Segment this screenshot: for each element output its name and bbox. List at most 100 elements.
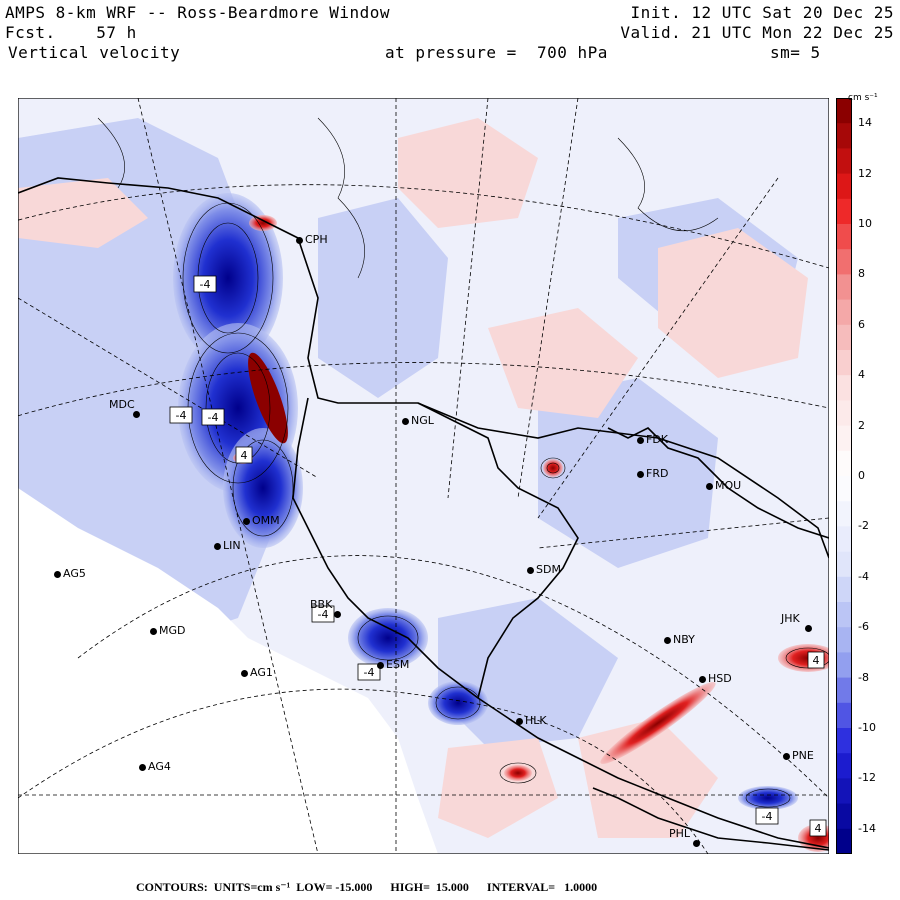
colorbar-bin [836, 576, 852, 603]
svg-text:4: 4 [241, 449, 248, 462]
colorbar-bin [836, 476, 852, 502]
svg-text:4: 4 [815, 822, 822, 835]
colorbar-bin [836, 123, 852, 149]
colorbar-bin [836, 350, 852, 376]
colorbar-bin [836, 602, 852, 628]
colorbar-bin [836, 400, 852, 427]
contour-label: 4 [807, 651, 825, 669]
contour-info: CONTOURS: UNITS=cm s⁻¹ LOW= -15.000 HIGH… [136, 880, 598, 894]
colorbar-bin [836, 627, 852, 653]
colorbar-bin [836, 526, 852, 553]
station-dot [402, 418, 409, 425]
station-dot [527, 567, 534, 574]
colorbar-tick-label: 4 [858, 368, 865, 382]
colorbar-bin [836, 652, 852, 679]
station-label-phl: PHL [669, 827, 691, 840]
station-dot [637, 437, 644, 444]
svg-text:-4: -4 [762, 810, 773, 823]
colorbar-bin [836, 753, 852, 779]
colorbar-tick-label: 10 [858, 217, 872, 230]
colorbar-bin [836, 501, 852, 527]
station-label-nby: NBY [673, 633, 695, 646]
station-label-mou: MOU [715, 479, 742, 492]
colorbar-bin [836, 828, 852, 854]
contour-label: -4 [357, 663, 381, 681]
field-name: Vertical velocity [8, 43, 181, 62]
station-dot [699, 676, 706, 683]
station-label-bbk: BBK [310, 598, 333, 611]
colorbar-bin [836, 702, 852, 729]
colorbar-bin [836, 224, 852, 250]
station-label-ag5: AG5 [63, 567, 86, 580]
station-label-ngl: NGL [411, 414, 434, 427]
station-dot [334, 611, 341, 618]
colorbar-bin [836, 249, 852, 275]
colorbar-tick-label: -12 [858, 771, 876, 785]
colorbar-bin [836, 299, 852, 326]
station-dot [783, 753, 790, 760]
colorbar-tick-label: 0 [858, 469, 865, 482]
colorbar-bin [836, 728, 852, 754]
station-label-cph: CPH [305, 233, 328, 246]
svg-text:-4: -4 [364, 666, 375, 679]
svg-text:-4: -4 [208, 411, 219, 424]
smoothing: sm= 5 [770, 43, 821, 62]
contour-label: 4 [235, 446, 253, 464]
station-label-ag4: AG4 [148, 760, 171, 773]
contour-label: -4 [755, 807, 779, 825]
station-label-omm: OMM [252, 514, 280, 527]
station-label-ag1: AG1 [250, 666, 273, 679]
colorbar-bin [836, 274, 852, 301]
colorbar-bin [836, 173, 852, 200]
station-dot [243, 518, 250, 525]
colorbar-tick-label: 14 [858, 116, 872, 130]
svg-text:4: 4 [813, 654, 820, 667]
colorbar-bin [836, 425, 852, 452]
colorbar-bin [836, 778, 852, 805]
no-data-region [18, 488, 438, 854]
station-dot [296, 237, 303, 244]
map-title: AMPS 8-km WRF -- Ross-Beardmore Window [5, 3, 391, 22]
colorbar-units: cm s⁻¹ [848, 93, 878, 103]
colorbar-tick-label: -2 [858, 519, 869, 533]
svg-text:-4: -4 [318, 608, 329, 621]
station-label-hsd: HSD [708, 672, 732, 685]
colorbar-bin [836, 677, 852, 704]
contour-label: -4 [193, 275, 217, 293]
colorbar [836, 98, 852, 854]
colorbar-tick-label: 2 [858, 418, 865, 432]
contour-label: -4 [201, 408, 225, 426]
init-time: Init. 12 UTC Sat 20 Dec 25 [630, 3, 894, 22]
colorbar-bin [836, 375, 852, 401]
valid-time: Valid. 21 UTC Mon 22 Dec 25 [620, 23, 894, 42]
coastline [18, 177, 829, 851]
station-dot [706, 483, 713, 490]
colorbar-tick-label: 6 [858, 317, 865, 331]
colorbar-bin [836, 803, 852, 830]
colorbar-tick-label: -14 [858, 821, 876, 835]
station-dot [693, 840, 700, 847]
contour-value-labels: -4 -4 -4 4 -4 -4 4 4 -4 [169, 275, 827, 837]
station-dot [664, 637, 671, 644]
graticule [18, 98, 829, 854]
colorbar-tick-label: -10 [858, 721, 876, 734]
colorbar-tick-label: -6 [858, 620, 869, 634]
colorbar-tick-label: -8 [858, 670, 869, 684]
colorbar-bin [836, 98, 852, 124]
colorbar-tick-label: 12 [858, 166, 872, 180]
svg-text:-4: -4 [176, 409, 187, 422]
station-dot [214, 543, 221, 550]
colorbar-bin [836, 324, 852, 351]
station-dot [637, 471, 644, 478]
station-label-frd: FRD [646, 467, 669, 480]
colorbar-bin [836, 148, 852, 175]
forecast-hour: Fcst. 57 h [5, 23, 137, 42]
station-dot [54, 571, 61, 578]
station-label-hlk: HLK [525, 714, 547, 727]
station-label-mgd: MGD [159, 624, 186, 637]
contour-label: 4 [809, 819, 827, 837]
contour-label: -4 [169, 406, 193, 424]
station-label-mdc: MDC [109, 398, 135, 411]
station-dot [150, 628, 157, 635]
colorbar-bin [836, 450, 852, 477]
